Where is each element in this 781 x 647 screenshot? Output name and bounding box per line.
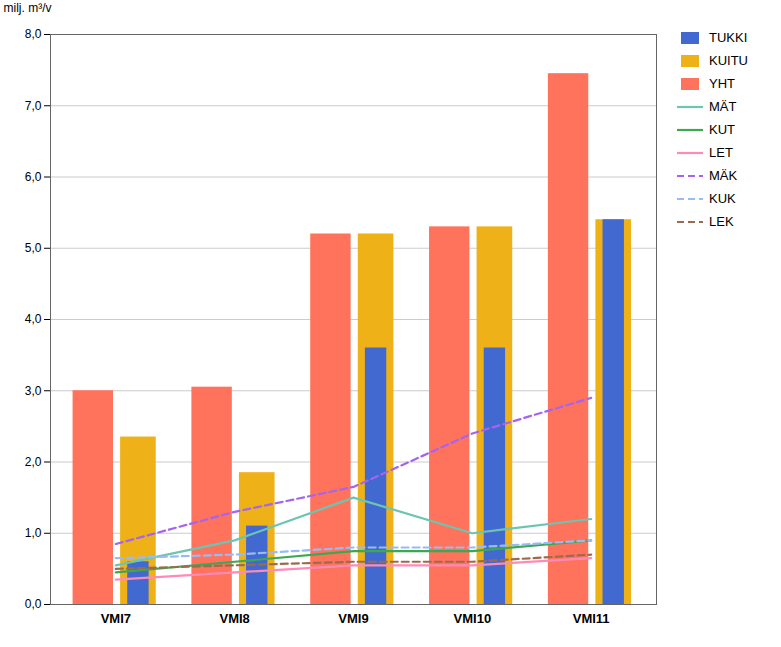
- svg-text:VMI10: VMI10: [454, 611, 492, 626]
- svg-text:3,0: 3,0: [25, 384, 42, 398]
- svg-text:VMI9: VMI9: [338, 611, 368, 626]
- svg-text:6,0: 6,0: [25, 170, 42, 184]
- svg-text:VMI8: VMI8: [220, 611, 250, 626]
- svg-text:2,0: 2,0: [25, 455, 42, 469]
- html-text:MÄT: MÄT: [709, 99, 737, 114]
- html-text:MÄK: MÄK: [709, 168, 738, 183]
- html-text:LEK: LEK: [709, 214, 734, 229]
- svg-text:VMI11: VMI11: [573, 611, 610, 626]
- svg-text:VMI7: VMI7: [101, 611, 131, 626]
- svg-text:1,0: 1,0: [25, 526, 42, 540]
- svg-text:0,0: 0,0: [25, 597, 42, 611]
- svg-text:4,0: 4,0: [25, 312, 42, 326]
- html-text:KUT: KUT: [709, 122, 735, 137]
- html-text:YHT: YHT: [709, 76, 735, 91]
- html-text:KUK: KUK: [709, 191, 736, 206]
- svg-text:7,0: 7,0: [25, 99, 42, 113]
- svg-text:5,0: 5,0: [25, 241, 42, 255]
- svg-text:8,0: 8,0: [25, 27, 42, 41]
- html-text:TUKKI: TUKKI: [709, 30, 748, 45]
- svg-text:milj. m³/v: milj. m³/v: [4, 1, 52, 15]
- html-text:LET: LET: [709, 145, 733, 160]
- html-text:KUITU: KUITU: [709, 53, 748, 68]
